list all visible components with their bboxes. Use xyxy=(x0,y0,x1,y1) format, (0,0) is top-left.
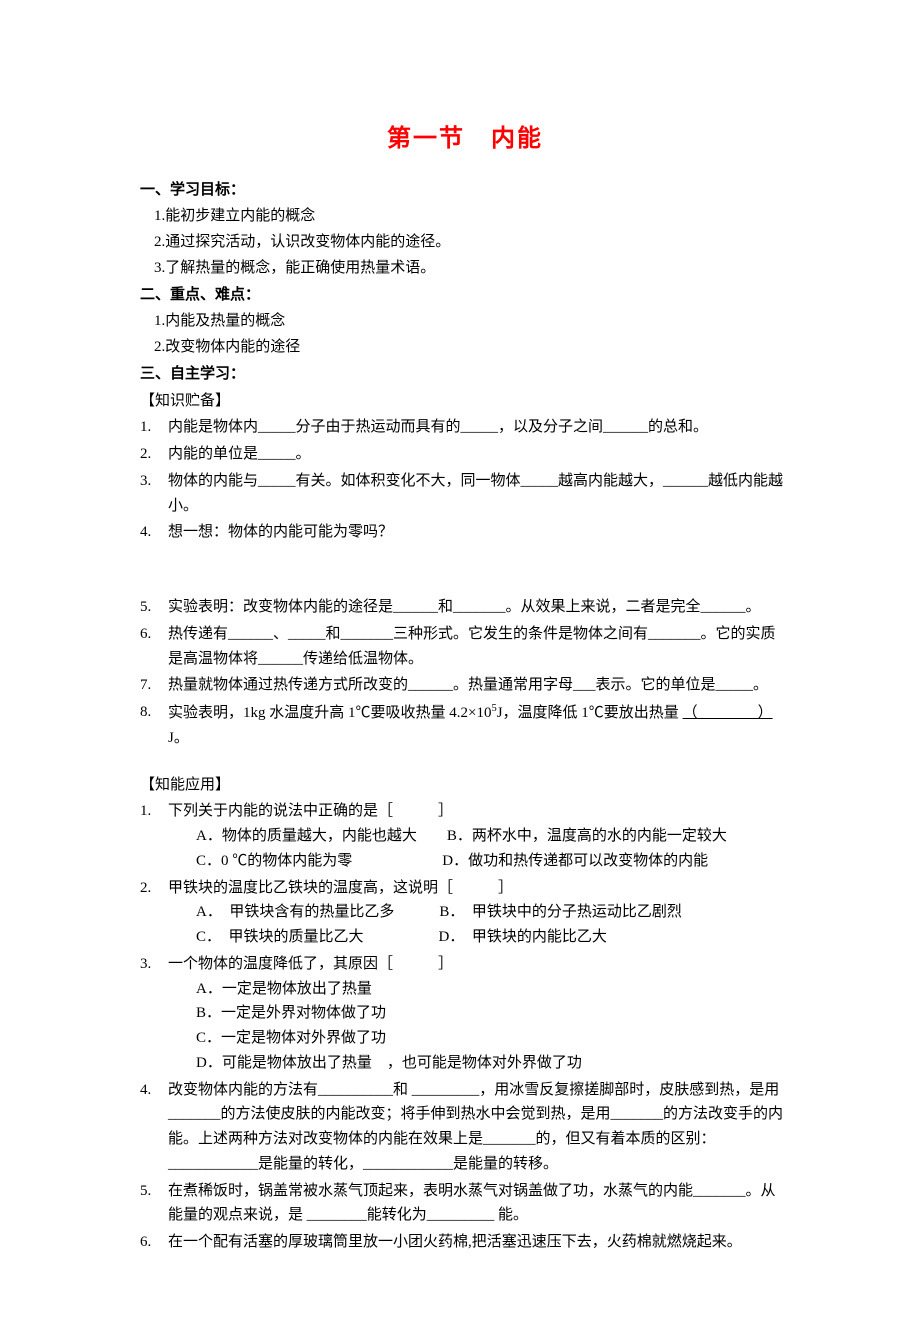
knowledge-item: 2. 内能的单位是_____。 xyxy=(140,442,790,467)
application-item: 3. 一个物体的温度降低了，其原因［ ］ A．一定是物体放出了热量 B．一定是外… xyxy=(140,952,790,1076)
item-text-pre: 实验表明，1kg 水温度升高 1℃要吸收热量 4.2×10 xyxy=(168,705,491,721)
item-number: 8. xyxy=(140,700,168,751)
item-text: 实验表明，1kg 水温度升高 1℃要吸收热量 4.2×105J，温度降低 1℃要… xyxy=(168,700,790,751)
heading-selfstudy: 三、自主学习： xyxy=(140,362,790,387)
page-container: 第一节 内能 一、学习目标： 1.能初步建立内能的概念 2.通过探究活动，认识改… xyxy=(0,0,920,1317)
item-number: 4. xyxy=(140,520,168,545)
item-text: 物体的内能与_____有关。如体积变化不大，同一物体_____越高内能越大，__… xyxy=(168,469,790,519)
knowledge-item: 5. 实验表明：改变物体内能的途径是______和_______。从效果上来说，… xyxy=(140,595,790,620)
item-body: 下列关于内能的说法中正确的是［ ］ A．物体的质量越大，内能也越大 B．两杯水中… xyxy=(168,799,790,873)
spacer xyxy=(140,547,790,595)
application-item: 1. 下列关于内能的说法中正确的是［ ］ A．物体的质量越大，内能也越大 B．两… xyxy=(140,799,790,873)
goal-item-1: 1.能初步建立内能的概念 xyxy=(154,204,790,229)
option-line: A．物体的质量越大，内能也越大 B．两杯水中，温度高的水的内能一定较大 xyxy=(196,828,727,844)
item-text: 热量就物体通过热传递方式所改变的______。热量通常用字母___表示。它的单位… xyxy=(168,673,790,698)
item-number: 4. xyxy=(140,1078,168,1177)
doc-title: 第一节 内能 xyxy=(140,120,790,160)
knowledge-item: 8. 实验表明，1kg 水温度升高 1℃要吸收热量 4.2×105J，温度降低 … xyxy=(140,700,790,751)
item-number: 2. xyxy=(140,442,168,467)
item-number: 3. xyxy=(140,952,168,1076)
knowledge-item: 3. 物体的内能与_____有关。如体积变化不大，同一物体_____越高内能越大… xyxy=(140,469,790,519)
knowledge-list: 1. 内能是物体内_____分子由于热运动而具有的_____，以及分子之间___… xyxy=(140,415,790,545)
option-line: A． 甲铁块含有的热量比乙多 B． 甲铁块中的分子热运动比乙剧烈 xyxy=(196,904,682,920)
item-stem: 一个物体的温度降低了，其原因［ ］ xyxy=(168,956,453,972)
item-number: 5. xyxy=(140,1179,168,1229)
knowledge-item: 6. 热传递有______、_____和_______三种形式。它发生的条件是物… xyxy=(140,622,790,672)
knowledge-item: 4. 想一想：物体的内能可能为零吗？ xyxy=(140,520,790,545)
option-line: B．一定是外界对物体做了功 xyxy=(196,1005,386,1021)
item-text: 热传递有______、_____和_______三种形式。它发生的条件是物体之间… xyxy=(168,622,790,672)
application-item: 4. 改变物体内能的方法有__________和 _________，用冰雪反复… xyxy=(140,1078,790,1177)
option-line: D．可能是物体放出了热量 ，也可能是物体对外界做了功 xyxy=(196,1055,582,1071)
keypoint-item-1: 1.内能及热量的概念 xyxy=(154,309,790,334)
item-text-mid: J，温度降低 1℃要放出热量 xyxy=(497,705,679,721)
item-stem: 在一个配有活塞的厚玻璃筒里放一小团火药棉,把活塞迅速压下去，火药棉就燃烧起来。 xyxy=(168,1230,790,1255)
subheading-knowledge: 【知识贮备】 xyxy=(140,389,790,414)
item-number: 7. xyxy=(140,673,168,698)
application-item: 6. 在一个配有活塞的厚玻璃筒里放一小团火药棉,把活塞迅速压下去，火药棉就燃烧起… xyxy=(140,1230,790,1255)
item-text: 实验表明：改变物体内能的途径是______和_______。从效果上来说，二者是… xyxy=(168,595,790,620)
item-stem: 改变物体内能的方法有__________和 _________，用冰雪反复擦搓脚… xyxy=(168,1078,790,1177)
item-text: 内能的单位是_____。 xyxy=(168,442,790,467)
application-item: 2. 甲铁块的温度比乙铁块的温度高，这说明［ ］ A． 甲铁块含有的热量比乙多 … xyxy=(140,876,790,950)
heading-goals: 一、学习目标： xyxy=(140,178,790,203)
item-body: 一个物体的温度降低了，其原因［ ］ A．一定是物体放出了热量 B．一定是外界对物… xyxy=(168,952,790,1076)
item-stem: 下列关于内能的说法中正确的是［ ］ xyxy=(168,803,453,819)
item-number: 1. xyxy=(140,415,168,440)
item-body: 甲铁块的温度比乙铁块的温度高，这说明［ ］ A． 甲铁块含有的热量比乙多 B． … xyxy=(168,876,790,950)
item-number: 6. xyxy=(140,622,168,672)
item-stem: 在煮稀饭时，锅盖常被水蒸气顶起来，表明水蒸气对锅盖做了功，水蒸气的内能_____… xyxy=(168,1179,790,1229)
item-number: 2. xyxy=(140,876,168,950)
item-stem: 甲铁块的温度比乙铁块的温度高，这说明［ ］ xyxy=(168,880,513,896)
item-text: 想一想：物体的内能可能为零吗？ xyxy=(168,520,790,545)
option-line: C．一定是物体对外界做了功 xyxy=(196,1030,386,1046)
goal-item-3: 3.了解热量的概念，能正确使用热量术语。 xyxy=(154,256,790,281)
spacer xyxy=(140,753,790,771)
item-number: 3. xyxy=(140,469,168,519)
keypoint-item-2: 2.改变物体内能的途径 xyxy=(154,335,790,360)
knowledge-item: 7. 热量就物体通过热传递方式所改变的______。热量通常用字母___表示。它… xyxy=(140,673,790,698)
knowledge-list-cont: 5. 实验表明：改变物体内能的途径是______和_______。从效果上来说，… xyxy=(140,595,790,751)
heading-keypoints: 二、重点、难点： xyxy=(140,283,790,308)
item-number: 5. xyxy=(140,595,168,620)
knowledge-item: 1. 内能是物体内_____分子由于热运动而具有的_____，以及分子之间___… xyxy=(140,415,790,440)
item-text: 内能是物体内_____分子由于热运动而具有的_____，以及分子之间______… xyxy=(168,415,790,440)
item-number: 1. xyxy=(140,799,168,873)
option-line: A．一定是物体放出了热量 xyxy=(196,981,372,997)
item-number: 6. xyxy=(140,1230,168,1255)
item-text-post: J。 xyxy=(168,730,189,746)
subheading-application: 【知能应用】 xyxy=(140,773,790,798)
goal-item-2: 2.通过探究活动，认识改变物体内能的途径。 xyxy=(154,230,790,255)
application-list: 1. 下列关于内能的说法中正确的是［ ］ A．物体的质量越大，内能也越大 B．两… xyxy=(140,799,790,1255)
blank-underline: （ ） xyxy=(683,705,773,721)
option-line: C．0 ℃的物体内能为零 D．做功和热传递都可以改变物体的内能 xyxy=(196,853,708,869)
option-line: C． 甲铁块的质量比乙大 D． 甲铁块的内能比乙大 xyxy=(196,929,607,945)
application-item: 5. 在煮稀饭时，锅盖常被水蒸气顶起来，表明水蒸气对锅盖做了功，水蒸气的内能__… xyxy=(140,1179,790,1229)
